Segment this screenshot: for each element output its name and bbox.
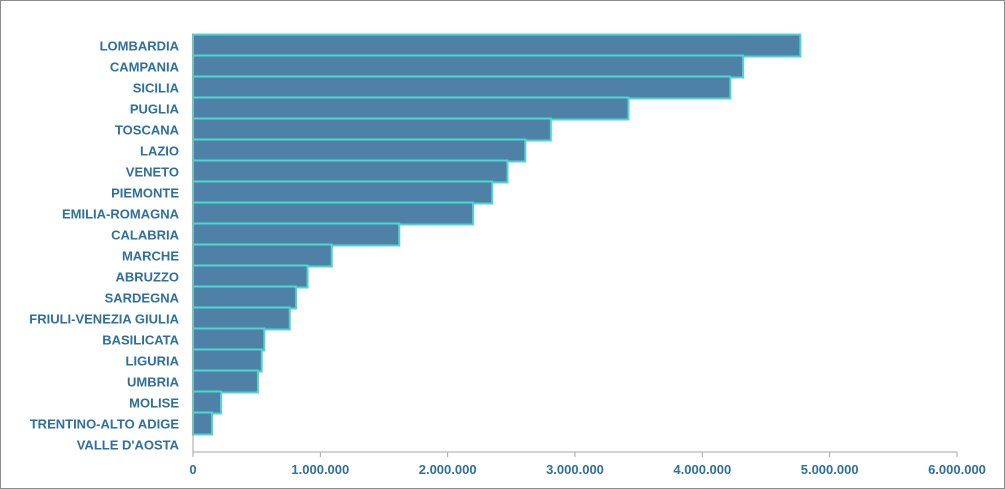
category-label: TOSCANA	[115, 123, 180, 138]
x-tick-label: 5.000.000	[801, 462, 859, 477]
bar-sicilia	[192, 75, 732, 100]
category-label: UMBRIA	[127, 375, 180, 390]
x-tick-label: 4.000.000	[673, 462, 731, 477]
category-label: SARDEGNA	[105, 291, 180, 306]
bar-basilicata	[192, 327, 266, 352]
bar-toscana	[192, 117, 552, 142]
bar-umbria	[192, 369, 259, 394]
category-label: LAZIO	[140, 144, 179, 159]
category-label: CAMPANIA	[110, 60, 180, 75]
category-label: BASILICATA	[102, 333, 179, 348]
x-tick-label: 2.000.000	[419, 462, 477, 477]
bar-liguria	[192, 348, 263, 373]
category-label: PUGLIA	[130, 102, 180, 117]
bar-calabria	[192, 222, 401, 247]
category-label: TRENTINO-ALTO ADIGE	[30, 417, 180, 432]
category-label: VALLE D'AOSTA	[77, 438, 180, 453]
x-tick-label: 0	[189, 462, 196, 477]
category-label: VENETO	[126, 165, 179, 180]
bar-campania	[192, 54, 745, 79]
bar-veneto	[192, 159, 509, 184]
category-label: PIEMONTE	[111, 186, 179, 201]
category-label: FRIULI-VENEZIA GIULIA	[29, 312, 179, 327]
x-tick-label: 6.000.000	[928, 462, 986, 477]
bar-trentino-alto-adige	[192, 411, 214, 436]
bar-piemonte	[192, 180, 494, 205]
bar-sardegna	[192, 285, 298, 310]
bar-puglia	[192, 96, 630, 121]
category-label: CALABRIA	[111, 228, 179, 243]
bar-marche	[192, 243, 333, 268]
bar-molise	[192, 390, 223, 415]
category-label: SICILIA	[133, 81, 180, 96]
bar-abruzzo	[192, 264, 309, 289]
bar-emilia-romagna	[192, 201, 475, 226]
category-label: MOLISE	[129, 396, 179, 411]
category-label: EMILIA-ROMAGNA	[62, 207, 180, 222]
category-label: MARCHE	[122, 249, 179, 264]
x-tick-label: 1.000.000	[291, 462, 349, 477]
bar-lombardia	[192, 33, 802, 58]
category-label: ABRUZZO	[115, 270, 179, 285]
bar-friuli-venezia-giulia	[192, 306, 291, 331]
category-label: LOMBARDIA	[100, 39, 180, 54]
bar-lazio	[192, 138, 527, 163]
category-label: LIGURIA	[126, 354, 180, 369]
x-tick-label: 3.000.000	[546, 462, 604, 477]
